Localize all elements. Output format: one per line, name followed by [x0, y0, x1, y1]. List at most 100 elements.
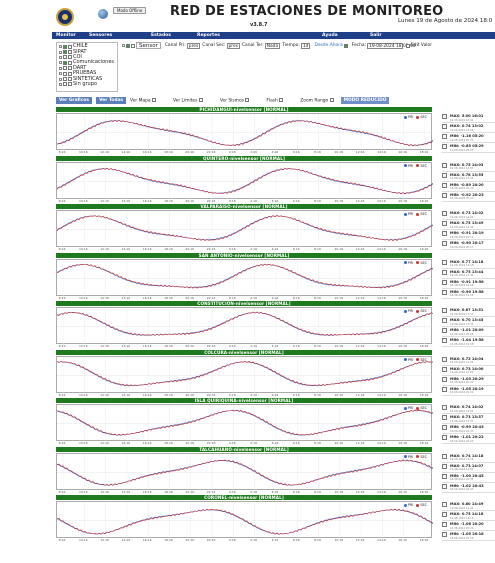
station-title[interactable]: PICHIDANGUI-nivelsensor [NORMAL] — [56, 107, 432, 112]
fecha-input[interactable]: 19-08-2024 18:01:00 — [367, 42, 416, 49]
tree-checkbox-secondary[interactable] — [68, 82, 72, 87]
expand-icon[interactable] — [59, 45, 62, 49]
tree-checkbox[interactable] — [63, 60, 67, 65]
station-title[interactable]: TALCAHUANO-nivelsensor [NORMAL] — [56, 446, 432, 452]
stat-toggle-icon[interactable] — [442, 211, 447, 216]
stat-toggle-icon[interactable] — [442, 453, 447, 459]
stat-toggle-icon[interactable] — [442, 182, 447, 188]
tree-checkbox-secondary[interactable] — [68, 71, 72, 76]
expand-icon[interactable] — [59, 72, 62, 76]
stat-toggle-icon[interactable] — [442, 522, 447, 527]
tree-item[interactable]: CHILE — [59, 44, 115, 49]
station-title[interactable]: VALPARAISO-nivelsensor [NORMAL] — [56, 204, 432, 209]
stat-toggle-icon[interactable] — [442, 483, 447, 489]
stat-toggle-icon[interactable] — [442, 308, 447, 313]
station-plot[interactable]: PRI SEC — [56, 307, 433, 345]
tree-item[interactable]: Sin grupo — [59, 81, 115, 87]
menu-sensores[interactable]: Sensores — [89, 33, 113, 38]
tree-checkbox[interactable] — [63, 71, 67, 76]
stat-toggle-icon[interactable] — [442, 134, 447, 139]
tree-checkbox[interactable] — [63, 82, 67, 87]
tree-checkbox-secondary[interactable] — [68, 55, 72, 60]
stat-toggle-icon[interactable] — [442, 338, 447, 343]
tree-item[interactable]: Comunicaciones — [59, 60, 115, 65]
zoom-rango-checkbox[interactable] — [329, 97, 334, 102]
stat-toggle-icon[interactable] — [442, 415, 447, 420]
station-title[interactable]: COLCURA-nivelsensor [NORMAL] — [56, 349, 432, 355]
canal-pri-select[interactable]: pres — [186, 42, 201, 49]
stat-toggle-icon[interactable] — [442, 269, 447, 275]
stat-toggle-icon[interactable] — [442, 532, 447, 537]
stat-toggle-icon[interactable] — [442, 172, 447, 178]
tree-checkbox[interactable] — [63, 55, 67, 60]
stat-toggle-icon[interactable] — [442, 366, 447, 372]
sensor-checkbox-secondary[interactable] — [131, 43, 135, 48]
stat-toggle-icon[interactable] — [442, 328, 447, 333]
tree-checkbox[interactable] — [63, 66, 67, 71]
globe-icon[interactable] — [98, 9, 108, 19]
stat-toggle-icon[interactable] — [442, 386, 447, 392]
expand-icon[interactable] — [59, 50, 62, 54]
tree-item[interactable]: SIPAT — [59, 49, 115, 55]
station-plot[interactable]: PRI SEC — [56, 113, 433, 151]
expand-icon[interactable] — [59, 55, 62, 59]
canal-ter-select[interactable]: Nada — [264, 42, 281, 49]
stat-toggle-icon[interactable] — [442, 144, 447, 149]
expand-icon[interactable] — [59, 66, 62, 70]
expand-icon[interactable] — [59, 77, 62, 81]
menu-ayuda[interactable]: Ayuda — [322, 33, 338, 38]
station-title[interactable]: ISLA QUIRIQUINA-nivelsensor [NORMAL] — [56, 398, 432, 403]
station-plot[interactable]: PRI SEC — [56, 161, 433, 200]
stat-toggle-icon[interactable] — [442, 231, 447, 236]
calendar-icon[interactable] — [406, 43, 411, 48]
ver-limites-checkbox[interactable] — [198, 97, 203, 102]
stat-toggle-icon[interactable] — [442, 405, 447, 410]
stat-toggle-icon[interactable] — [442, 425, 447, 430]
station-title[interactable]: CORONEL-nivelsensor [NORMAL] — [56, 495, 432, 500]
station-plot[interactable]: PRI SEC — [56, 355, 433, 394]
stat-toggle-icon[interactable] — [442, 162, 447, 168]
menu-monitor[interactable]: Monitor — [56, 33, 76, 38]
stat-toggle-icon[interactable] — [442, 114, 447, 119]
ver-mapa-checkbox[interactable] — [151, 97, 156, 102]
stat-toggle-icon[interactable] — [442, 289, 447, 295]
tree-checkbox-secondary[interactable] — [68, 77, 72, 82]
stat-toggle-icon[interactable] — [442, 435, 447, 440]
tree-item[interactable]: SINTETICAS — [59, 76, 115, 82]
stat-toggle-icon[interactable] — [442, 221, 447, 226]
menu-salir[interactable]: Salir — [370, 33, 382, 38]
tree-item[interactable]: DART — [59, 65, 115, 71]
flash-checkbox[interactable] — [279, 97, 284, 102]
stat-toggle-icon[interactable] — [442, 192, 447, 198]
expand-icon[interactable] — [122, 44, 125, 47]
tree-checkbox-secondary[interactable] — [68, 60, 72, 65]
stat-toggle-icon[interactable] — [442, 463, 447, 469]
menu-estados[interactable]: Estados — [151, 33, 171, 38]
ver-sismos-checkbox[interactable] — [245, 97, 250, 102]
station-plot[interactable]: PRI SEC — [56, 258, 433, 297]
station-plot[interactable]: PRI SEC — [56, 452, 433, 491]
station-plot[interactable]: PRI SEC — [56, 404, 433, 442]
tree-item[interactable]: COI — [59, 54, 115, 60]
expand-icon[interactable] — [59, 82, 62, 86]
stat-toggle-icon[interactable] — [442, 473, 447, 479]
stat-toggle-icon[interactable] — [442, 241, 447, 246]
ver-graficos-button[interactable]: Ver Graficos — [56, 97, 93, 104]
stat-toggle-icon[interactable] — [442, 318, 447, 323]
canal-sec-select[interactable]: pres — [226, 42, 240, 49]
stat-toggle-icon[interactable] — [442, 502, 447, 507]
tree-checkbox-secondary[interactable] — [68, 50, 72, 55]
stat-toggle-icon[interactable] — [442, 259, 447, 265]
expand-icon[interactable] — [59, 61, 62, 65]
tree-checkbox-secondary[interactable] — [68, 66, 72, 71]
stat-toggle-icon[interactable] — [442, 124, 447, 129]
modo-reducido-button[interactable]: MODO REDUCIDO — [340, 97, 390, 104]
stat-toggle-icon[interactable] — [442, 376, 447, 382]
stat-toggle-icon[interactable] — [442, 279, 447, 285]
tree-item[interactable]: PRUEBAS — [59, 71, 115, 76]
stat-toggle-icon[interactable] — [442, 356, 447, 362]
station-title[interactable]: QUINTERO-nivelsensor [NORMAL] — [56, 155, 432, 161]
station-plot[interactable]: PRI SEC — [56, 210, 433, 248]
station-plot[interactable]: PRI SEC — [56, 501, 433, 539]
offline-mode-button[interactable]: Modo Offline — [113, 7, 147, 14]
